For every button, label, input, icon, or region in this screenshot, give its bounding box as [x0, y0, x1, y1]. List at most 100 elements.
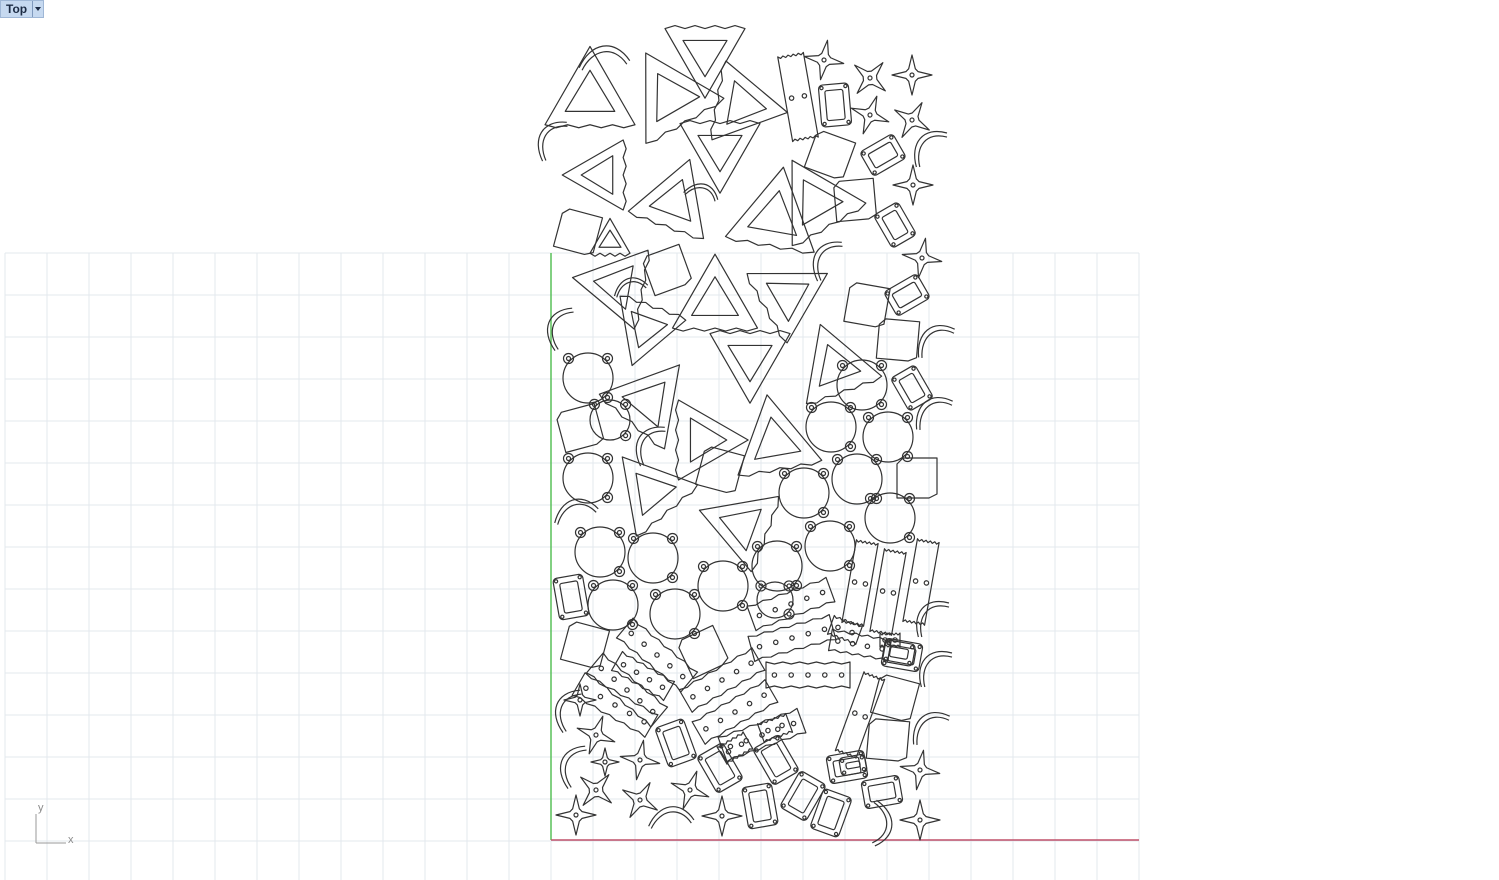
- block-hole: [849, 629, 855, 636]
- frame-part: [882, 639, 916, 667]
- frame-inner: [787, 778, 819, 814]
- block-hole: [746, 700, 753, 707]
- circle-outline: [562, 352, 614, 404]
- frame-inner: [824, 88, 846, 122]
- frame-hole: [897, 797, 902, 803]
- tab-hole: [873, 456, 880, 463]
- block-part: [765, 661, 851, 689]
- viewport-tab[interactable]: Top: [0, 0, 45, 18]
- block-hole: [717, 717, 724, 724]
- viewport-name-label[interactable]: Top: [6, 2, 28, 16]
- hook-inner: [581, 51, 628, 71]
- circle-outline: [831, 453, 883, 505]
- frame-inner: [881, 209, 909, 241]
- frame-part: [780, 771, 826, 821]
- triangle-cutout: [691, 276, 739, 317]
- frame-hole: [772, 819, 778, 824]
- block-part: [869, 548, 907, 636]
- frame-outer: [860, 774, 904, 810]
- hook-part: [912, 711, 950, 746]
- cross-hole: [573, 812, 579, 818]
- block-hole: [923, 580, 930, 586]
- plate-outline: [865, 718, 911, 762]
- tab-lug: [864, 492, 877, 505]
- cross-part: [899, 749, 941, 791]
- frame-hole: [822, 121, 827, 127]
- triangle-part: [724, 166, 815, 254]
- tab-hole: [604, 355, 611, 362]
- tab-hole: [629, 621, 636, 628]
- frame-hole: [894, 203, 899, 208]
- block-hole: [703, 725, 709, 732]
- circle-part: [587, 579, 639, 631]
- frame-hole: [865, 803, 871, 808]
- block-hole: [641, 641, 647, 648]
- tab-lug: [649, 588, 662, 601]
- cross-hole: [917, 817, 923, 823]
- hook-outer: [812, 241, 842, 282]
- frame-inner: [748, 789, 772, 823]
- hook-inner: [920, 605, 950, 638]
- cross-hole: [593, 732, 599, 738]
- tab-lug: [783, 608, 795, 620]
- frame-hole: [910, 645, 915, 650]
- circle-outline: [756, 581, 794, 619]
- tab-lug: [626, 579, 639, 592]
- frame-hole: [911, 366, 916, 371]
- frame-part: [860, 134, 906, 176]
- frame-hole: [772, 779, 777, 784]
- frame-hole: [875, 214, 880, 219]
- frame-hole: [862, 781, 867, 787]
- frame-inner: [662, 725, 690, 761]
- hook-inner: [650, 811, 692, 829]
- frame-hole: [861, 766, 867, 772]
- block-hole: [690, 693, 696, 700]
- triangle-outline: [746, 272, 828, 344]
- circle-outline: [627, 532, 679, 584]
- triangle-cutout: [564, 69, 616, 112]
- triangle-cutout: [801, 179, 844, 226]
- plate-part: [865, 718, 911, 762]
- frame-hole: [820, 784, 825, 789]
- circle-part: [804, 520, 856, 572]
- axis-y-label: y: [38, 802, 44, 814]
- cross-hole: [867, 75, 873, 81]
- plate-outline: [896, 457, 938, 499]
- block-hole: [805, 630, 812, 637]
- triangle-part: [671, 253, 759, 332]
- frame-part: [817, 82, 853, 128]
- cross-part: [894, 102, 930, 138]
- frame-hole: [846, 797, 851, 803]
- block-part: [610, 650, 676, 702]
- triangle-part: [571, 249, 650, 330]
- tab-lug: [844, 401, 857, 414]
- triangle-outline: [627, 158, 705, 240]
- cross-outline: [670, 770, 710, 810]
- triangle-outline: [664, 24, 746, 99]
- triangle-cutout: [635, 472, 677, 516]
- cross-part: [563, 683, 597, 717]
- plate-outline: [556, 402, 605, 454]
- triangle-cutout: [689, 417, 728, 463]
- hook-inner: [542, 125, 568, 161]
- block-outline: [746, 576, 836, 632]
- frame-hole: [891, 242, 896, 247]
- triangle-outline: [709, 329, 791, 404]
- triangle-part: [544, 45, 636, 129]
- block-hole: [772, 639, 779, 646]
- frame-hole: [913, 275, 918, 280]
- frame-hole: [811, 823, 816, 829]
- cross-outline: [803, 39, 845, 81]
- circle-outline: [804, 520, 856, 572]
- tab-lug: [601, 352, 614, 365]
- block-hole: [598, 665, 605, 672]
- chevron-down-icon[interactable]: [32, 1, 43, 17]
- triangle-part: [561, 139, 627, 211]
- block-hole: [646, 676, 653, 683]
- hook-inner: [918, 135, 948, 168]
- circle-part: [697, 560, 749, 612]
- hook-outer: [554, 689, 581, 733]
- triangle-part: [674, 399, 749, 481]
